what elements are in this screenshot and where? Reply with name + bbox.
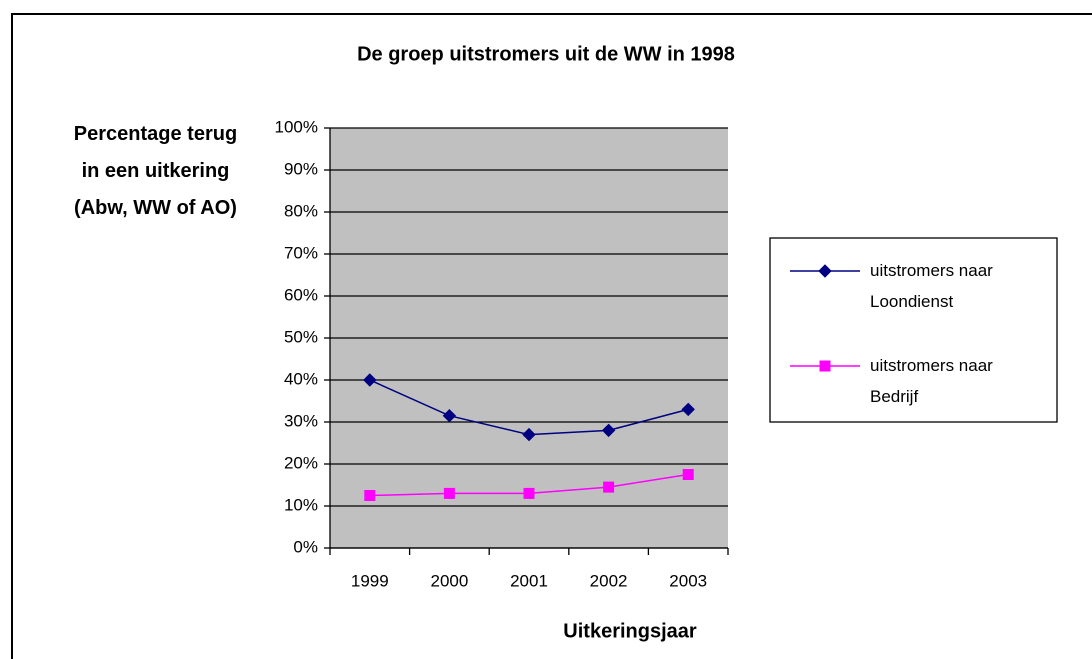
- data-point: [523, 487, 535, 499]
- y-tick-label: 70%: [284, 243, 318, 262]
- data-point: [443, 487, 455, 499]
- data-point: [681, 402, 695, 417]
- y-tick-label: 40%: [284, 369, 318, 388]
- data-point: [364, 490, 376, 501]
- data-point: [442, 408, 457, 423]
- x-tick-label: 2003: [669, 571, 707, 590]
- legend-label: uitstromers naar Bedrijf: [870, 356, 993, 406]
- legend-box: [769, 237, 1058, 423]
- data-point: [363, 373, 377, 387]
- y-tick-label: 10%: [284, 495, 318, 514]
- chart-title: De groep uitstromers uit de WW in 1998: [357, 43, 735, 65]
- y-tick-label: 0%: [293, 537, 318, 556]
- x-tick-label: 2000: [430, 571, 468, 590]
- legend-marker: [818, 264, 832, 278]
- data-point: [522, 427, 536, 442]
- x-axis-label: Uitkeringsjaar: [563, 620, 697, 642]
- y-axis-label: Percentage terug in een uitkering (Abw, …: [73, 123, 238, 219]
- y-tick-label: 80%: [284, 201, 318, 220]
- x-tick-label: 1999: [351, 571, 389, 590]
- data-point: [682, 469, 694, 480]
- y-tick-label: 30%: [284, 411, 318, 430]
- x-tick-label: 2002: [590, 571, 628, 590]
- y-tick-label: 90%: [284, 159, 318, 178]
- legend-label: uitstromers naar Loondienst: [870, 261, 993, 311]
- data-point: [601, 423, 616, 438]
- y-tick-label: 100%: [275, 117, 318, 136]
- legend-marker: [819, 360, 831, 372]
- y-tick-label: 50%: [284, 327, 318, 346]
- y-tick-label: 60%: [284, 285, 318, 304]
- x-tick-label: 2001: [510, 571, 548, 590]
- y-tick-label: 20%: [284, 453, 318, 472]
- data-point: [603, 481, 615, 493]
